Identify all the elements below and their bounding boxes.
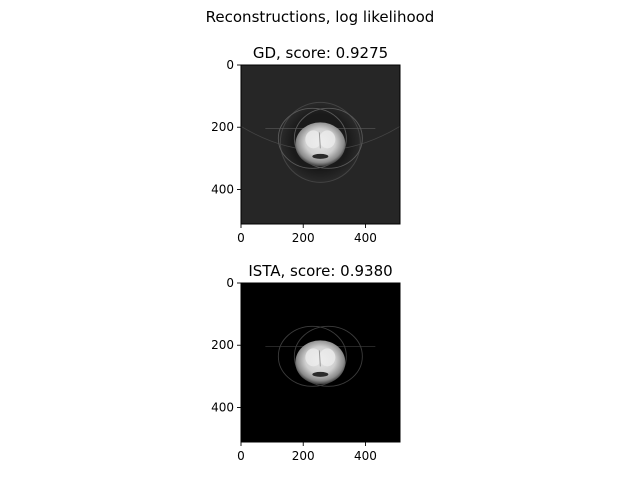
phantom-midline <box>318 132 321 149</box>
phantom-midline <box>318 350 321 367</box>
y-tick-label: 400 <box>211 400 234 414</box>
arc-artifact <box>277 107 347 169</box>
reconstruction-image <box>241 283 400 442</box>
y-tick-label: 0 <box>226 276 234 290</box>
x-tick-label: 200 <box>292 449 315 463</box>
phantom-dark-spot <box>312 153 329 159</box>
x-tick-label: 0 <box>237 449 245 463</box>
x-tick-label: 400 <box>354 231 377 245</box>
y-tick-label: 200 <box>211 120 234 134</box>
arc-artifact <box>277 325 347 387</box>
reconstruction-image <box>241 65 400 224</box>
x-tick-label: 0 <box>237 231 245 245</box>
arc-artifact <box>293 325 363 387</box>
axes-frame <box>240 282 401 443</box>
x-tick-label: 200 <box>292 231 315 245</box>
y-tick-label: 200 <box>211 338 234 352</box>
x-tick-label: 400 <box>354 449 377 463</box>
phantom-dark-spot <box>312 371 329 377</box>
phantom-lobe <box>305 348 322 367</box>
arc-artifact <box>293 107 363 169</box>
panel-gd: GD, score: 0.9275 0 200 400 0 200 400 <box>211 44 401 245</box>
figure-suptitle: Reconstructions, log likelihood <box>206 8 435 26</box>
phantom-lobe <box>319 348 336 367</box>
panel-ista: ISTA, score: 0.9380 0 200 400 0 200 400 <box>211 262 401 463</box>
panel-title: ISTA, score: 0.9380 <box>248 262 392 280</box>
y-tick-label: 0 <box>226 58 234 72</box>
axes-frame <box>240 64 401 225</box>
phantom-lobe <box>319 130 336 149</box>
panel-title: GD, score: 0.9275 <box>253 44 388 62</box>
y-tick-label: 400 <box>211 182 234 196</box>
phantom-lobe <box>305 130 322 149</box>
